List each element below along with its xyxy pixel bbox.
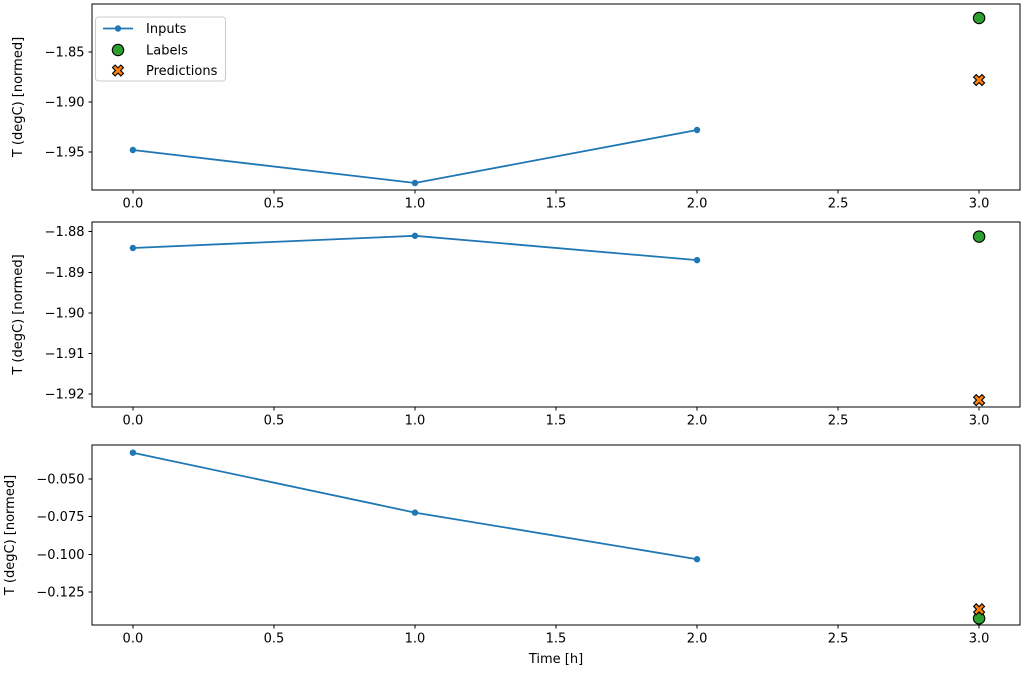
y-tick-label: −1.92 — [45, 388, 85, 403]
y-tick-label: −0.125 — [36, 586, 84, 601]
x-tick-label: 1.0 — [405, 197, 426, 212]
predictions-marker — [972, 393, 986, 407]
series-inputs — [129, 126, 701, 187]
x-tick-label: 2.0 — [687, 414, 708, 429]
x-tick-label: 2.5 — [828, 632, 849, 647]
y-axis-label: T (degC) [normed] — [3, 475, 18, 596]
x-tick-label: 2.5 — [828, 197, 849, 212]
x-tick-label: 3.0 — [969, 632, 990, 647]
series-inputs — [129, 449, 701, 563]
inputs-point — [693, 126, 701, 134]
y-tick-label: −1.95 — [45, 146, 85, 161]
x-tick-label: 0.0 — [123, 197, 144, 212]
x-tick-label: 0.5 — [264, 632, 285, 647]
y-tick-label: −0.100 — [36, 548, 84, 563]
y-tick-label: −1.85 — [45, 46, 85, 61]
axes-frame — [91, 221, 1021, 408]
x-tick-label: 2.0 — [687, 197, 708, 212]
series-labels — [972, 11, 986, 25]
x-tick-label: 2.0 — [687, 632, 708, 647]
y-tick-label: −0.075 — [36, 510, 84, 525]
inputs-point — [693, 556, 701, 563]
series-predictions — [972, 73, 986, 87]
inputs-point — [411, 179, 419, 187]
y-axis-label: T (degC) [normed] — [11, 37, 26, 158]
x-tick-label: 0.5 — [264, 197, 285, 212]
labels-marker — [972, 11, 986, 25]
legend-marker-labels — [111, 43, 125, 57]
series-predictions — [972, 393, 986, 407]
subplot-3: 0.0 0.5 1.0 1.5 2.0 2.5 3.0 −0.050 −0.075 −0.100 −… — [3, 444, 1021, 667]
legend-label-labels: Labels — [146, 44, 188, 59]
inputs-point — [411, 232, 419, 239]
subplot-1: 0.0 0.5 1.0 1.5 2.0 2.5 3.0 −1.85 −1.90 −1.95 T (d… — [11, 3, 1021, 212]
inputs-point — [693, 256, 701, 264]
x-tick-label: 3.0 — [969, 197, 990, 212]
inputs-line — [132, 234, 698, 262]
x-tick-label: 0.0 — [123, 632, 144, 647]
inputs-line — [132, 451, 698, 561]
y-tick-label: −1.91 — [45, 347, 85, 362]
inputs-point — [129, 244, 137, 252]
x-tick-label: 2.5 — [828, 414, 849, 429]
x-tick-label: 1.5 — [546, 414, 567, 429]
inputs-line — [132, 129, 698, 184]
y-tick-label: −1.88 — [45, 225, 85, 240]
y-tick-label: −0.050 — [36, 472, 84, 487]
legend: Inputs Labels Predictions — [95, 16, 226, 82]
inputs-point — [411, 509, 419, 516]
x-tick-label: 1.5 — [546, 632, 567, 647]
predictions-marker — [972, 603, 986, 616]
series-predictions — [972, 603, 986, 616]
inputs-point — [129, 146, 137, 154]
legend-marker-predictions — [111, 64, 125, 77]
legend-box — [95, 16, 226, 82]
legend-label-inputs: Inputs — [146, 22, 187, 37]
x-tick-label: 3.0 — [969, 414, 990, 429]
labels-marker — [972, 230, 986, 243]
x-axis-label: Time [h] — [528, 652, 583, 667]
series-labels — [972, 230, 986, 243]
y-tick-label: −1.90 — [45, 96, 85, 111]
series-inputs — [129, 232, 701, 264]
y-axis-label: T (degC) [normed] — [11, 254, 26, 375]
legend-label-predictions: Predictions — [146, 64, 218, 79]
y-tick-label: −1.90 — [45, 306, 85, 321]
legend-marker-inputs-dot — [114, 25, 122, 32]
y-tick-label: −1.89 — [45, 266, 85, 281]
predictions-marker — [972, 73, 986, 87]
inputs-point — [129, 449, 137, 456]
x-tick-label: 0.5 — [264, 414, 285, 429]
x-tick-label: 1.0 — [405, 414, 426, 429]
subplot-2: 0.0 0.5 1.0 1.5 2.0 2.5 3.0 −1.88 −1.89 −1.90 −1.9… — [11, 221, 1021, 429]
x-tick-label: 1.0 — [405, 632, 426, 647]
x-tick-label: 1.5 — [546, 197, 567, 212]
x-tick-label: 0.0 — [123, 414, 144, 429]
